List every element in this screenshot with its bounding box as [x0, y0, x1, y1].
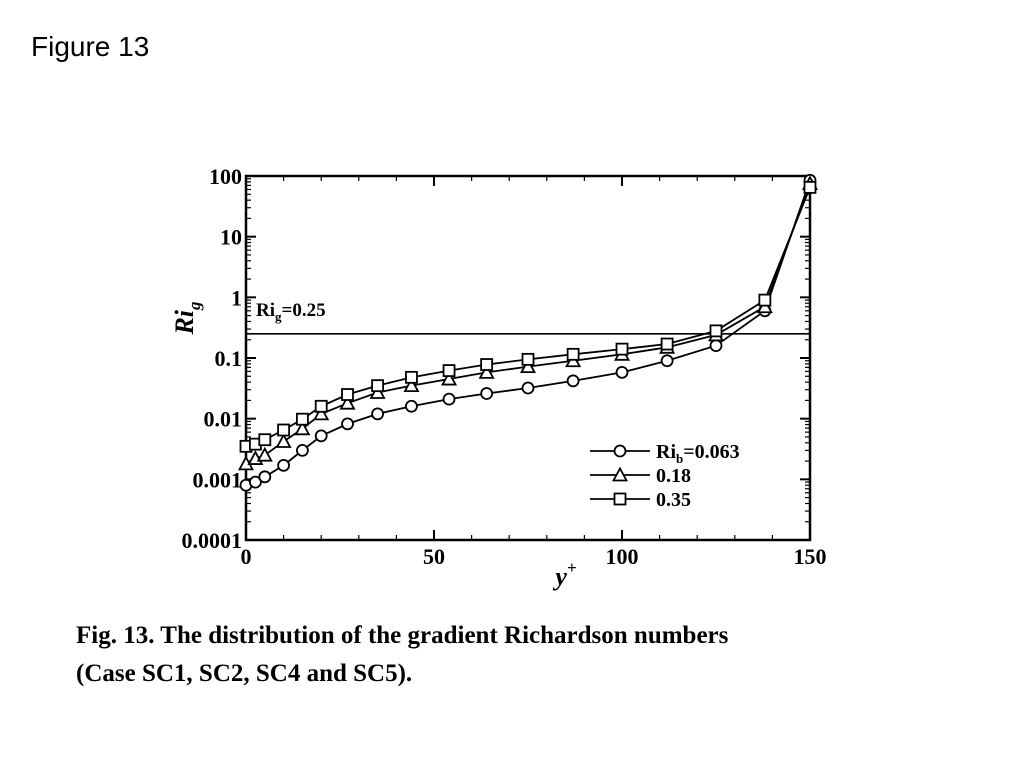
series-2-point: [441, 370, 458, 386]
series-1-point: [314, 429, 328, 443]
series-2-point: [403, 377, 420, 393]
caption-line-2: (Case SC1, SC2, SC4 and SC5).: [76, 660, 413, 687]
series-3-point: [258, 433, 272, 447]
legend-label-main: Ri: [656, 441, 676, 463]
y-axis-label: Rig: [170, 301, 204, 336]
series-1-point: [615, 365, 629, 379]
series-2-point: [478, 363, 495, 379]
y-tick-label: 0.1: [215, 346, 243, 371]
x-tick-label: 50: [423, 544, 445, 569]
series-1-point: [442, 392, 456, 406]
y-axis-label-main: Ri: [170, 309, 199, 335]
series-3-point: [371, 379, 385, 393]
reference-line-label-main: Ri: [256, 300, 275, 321]
y-tick-label: 1: [231, 285, 242, 310]
series-1-point: [248, 475, 262, 489]
x-tick-label: 0: [241, 544, 252, 569]
series-3-point: [615, 342, 629, 356]
slide-title: Figure 13: [31, 31, 150, 62]
series-2-point: [313, 405, 330, 421]
legend-label-sub: b: [676, 451, 683, 466]
y-tick-label: 10: [220, 225, 242, 250]
series-2-point: [294, 420, 311, 436]
reference-line-label-sub: g: [275, 309, 282, 324]
series-3-point: [660, 337, 674, 351]
series-2-point: [275, 433, 292, 448]
legend-label-3: 0.35: [656, 489, 691, 511]
legend-marker-3: [613, 492, 627, 506]
axis-ticks: 0.0001 0.001 0.01 0.1 1 10 100 0 50 100 150: [182, 164, 827, 569]
x-axis-label: y+: [552, 558, 576, 591]
series-3-point: [709, 324, 723, 338]
series-1-point: [480, 387, 494, 400]
series-3-point: [341, 388, 354, 401]
legend-marker-1: [613, 444, 627, 458]
y-tick-label: 0.0001: [182, 528, 243, 553]
legend-marker-2: [611, 466, 629, 482]
series-2-point: [339, 394, 356, 410]
series-1-point: [709, 339, 723, 353]
y-tick-label: 100: [209, 164, 242, 189]
x-axis-label-sup: +: [567, 558, 577, 577]
series-2-point: [256, 446, 273, 462]
series-3-point: [803, 180, 817, 194]
series-1-point: [405, 399, 418, 413]
series-1-point: [341, 417, 354, 431]
reference-line-label-value: =0.25: [282, 300, 326, 321]
series-1-point: [277, 458, 291, 472]
series-3-point: [758, 293, 772, 307]
series-3-point: [277, 423, 291, 437]
series-3-point: [405, 370, 418, 384]
series-line-1: [245, 179, 811, 487]
caption-line-1: Fig. 13. The distribution of the gradien…: [76, 622, 729, 649]
reference-line-label: Rig=0.25: [256, 300, 326, 324]
series-1-point: [660, 354, 674, 368]
legend-label-1: Rib=0.063: [656, 441, 740, 466]
y-tick-label: 0.001: [193, 467, 243, 492]
x-axis-label-main: y: [552, 562, 567, 591]
series-2-point: [519, 358, 537, 374]
series-3-point: [480, 358, 494, 371]
x-tick-label: 100: [606, 544, 639, 569]
series-1-point: [258, 470, 272, 484]
series-1-point: [295, 443, 309, 457]
legend-label-value: =0.063: [683, 441, 739, 463]
series-3-point: [566, 347, 580, 361]
series-3-point: [442, 364, 456, 377]
series-group: [237, 173, 819, 492]
series-1-point: [521, 381, 535, 395]
y-axis-label-sub: g: [185, 301, 204, 311]
series-1-point: [566, 374, 580, 388]
series-1-point: [371, 407, 385, 421]
series-line-2: [245, 183, 811, 465]
y-tick-label: 0.01: [204, 407, 243, 432]
series-line-3: [245, 187, 811, 448]
series-3-point: [521, 352, 535, 366]
series-3-point: [314, 399, 328, 413]
legend-label-2: 0.18: [656, 465, 691, 487]
x-tick-label: 150: [794, 544, 827, 569]
series-3-point: [295, 412, 309, 426]
